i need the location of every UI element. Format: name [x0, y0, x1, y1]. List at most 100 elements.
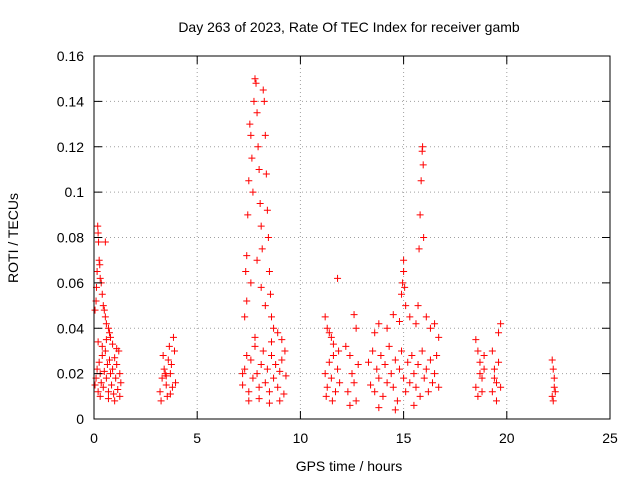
data-point: [548, 392, 556, 400]
data-point: [404, 358, 412, 366]
data-point: [412, 320, 420, 328]
data-point: [107, 333, 115, 341]
data-point: [393, 397, 401, 405]
data-point: [369, 347, 377, 355]
data-point: [549, 397, 557, 405]
data-point: [97, 379, 105, 387]
data-point: [110, 390, 118, 398]
data-point: [350, 379, 358, 387]
data-point: [246, 120, 254, 128]
data-point: [112, 374, 120, 382]
data-point: [365, 358, 373, 366]
data-point: [111, 397, 119, 405]
data-point: [245, 397, 253, 405]
data-point: [265, 268, 273, 276]
data-point: [239, 370, 247, 378]
data-point: [91, 306, 99, 314]
data-point: [325, 358, 333, 366]
data-point: [247, 279, 255, 287]
data-point: [348, 370, 356, 378]
data-point: [259, 86, 267, 94]
data-point: [251, 342, 259, 350]
data-point: [424, 388, 432, 396]
data-point: [323, 383, 331, 391]
data-point: [497, 383, 505, 391]
data-point: [379, 392, 387, 400]
data-point: [253, 109, 261, 117]
data-point: [402, 388, 410, 396]
data-point: [104, 395, 112, 403]
data-point: [95, 238, 103, 246]
data-point: [116, 370, 124, 378]
data-point: [422, 365, 430, 373]
data-point: [352, 397, 360, 405]
data-point: [242, 268, 250, 276]
data-point: [243, 252, 251, 260]
x-tick-label: 20: [499, 430, 515, 446]
data-point: [98, 290, 106, 298]
data-point: [102, 336, 110, 344]
data-point: [100, 306, 108, 314]
x-tick-label: 0: [90, 430, 98, 446]
data-point: [551, 388, 559, 396]
data-point: [265, 399, 273, 407]
data-point: [257, 283, 265, 291]
data-point: [416, 392, 424, 400]
data-point: [398, 347, 406, 355]
data-point: [96, 261, 104, 269]
data-point: [95, 358, 103, 366]
data-point: [241, 365, 249, 373]
grid-lines: [94, 56, 610, 419]
data-point: [93, 268, 101, 276]
data-point: [253, 370, 261, 378]
data-point: [162, 372, 170, 380]
data-point: [478, 388, 486, 396]
data-point: [415, 245, 423, 253]
data-point: [387, 370, 395, 378]
data-point: [274, 329, 282, 337]
data-point: [478, 374, 486, 382]
y-tick-label: 0.04: [57, 320, 84, 336]
data-point: [99, 302, 107, 310]
data-point: [418, 347, 426, 355]
data-point: [243, 351, 251, 359]
data-point: [327, 374, 335, 382]
data-point: [420, 234, 428, 241]
data-point: [98, 342, 106, 350]
data-point: [255, 395, 263, 403]
data-point: [490, 374, 498, 382]
data-point: [101, 313, 109, 321]
data-point: [431, 320, 439, 328]
data-point: [281, 347, 289, 355]
data-point: [99, 383, 107, 391]
data-point: [323, 324, 331, 332]
data-point: [420, 374, 428, 382]
data-point: [550, 383, 558, 391]
data-point: [282, 372, 290, 380]
data-point: [492, 397, 500, 405]
data-point: [258, 245, 266, 253]
data-point: [406, 313, 414, 321]
data-point: [248, 154, 256, 162]
data-point: [395, 317, 403, 325]
data-point: [245, 177, 253, 185]
data-point: [276, 367, 284, 375]
x-axis-label: GPS time / hours: [296, 458, 403, 474]
y-tick-label: 0.14: [57, 93, 84, 109]
data-point: [108, 381, 116, 389]
data-point: [344, 388, 352, 396]
data-point: [480, 351, 488, 359]
x-tick-label: 15: [396, 430, 412, 446]
data-point: [329, 340, 337, 348]
data-point: [377, 351, 385, 359]
data-point: [93, 365, 101, 373]
data-point: [476, 370, 484, 378]
data-point: [104, 324, 112, 332]
data-point: [488, 388, 496, 396]
data-point: [261, 131, 269, 139]
data-point: [114, 386, 122, 394]
x-tick-label: 10: [293, 430, 309, 446]
data-point: [256, 199, 264, 207]
data-point: [371, 388, 379, 396]
data-point: [367, 381, 375, 389]
